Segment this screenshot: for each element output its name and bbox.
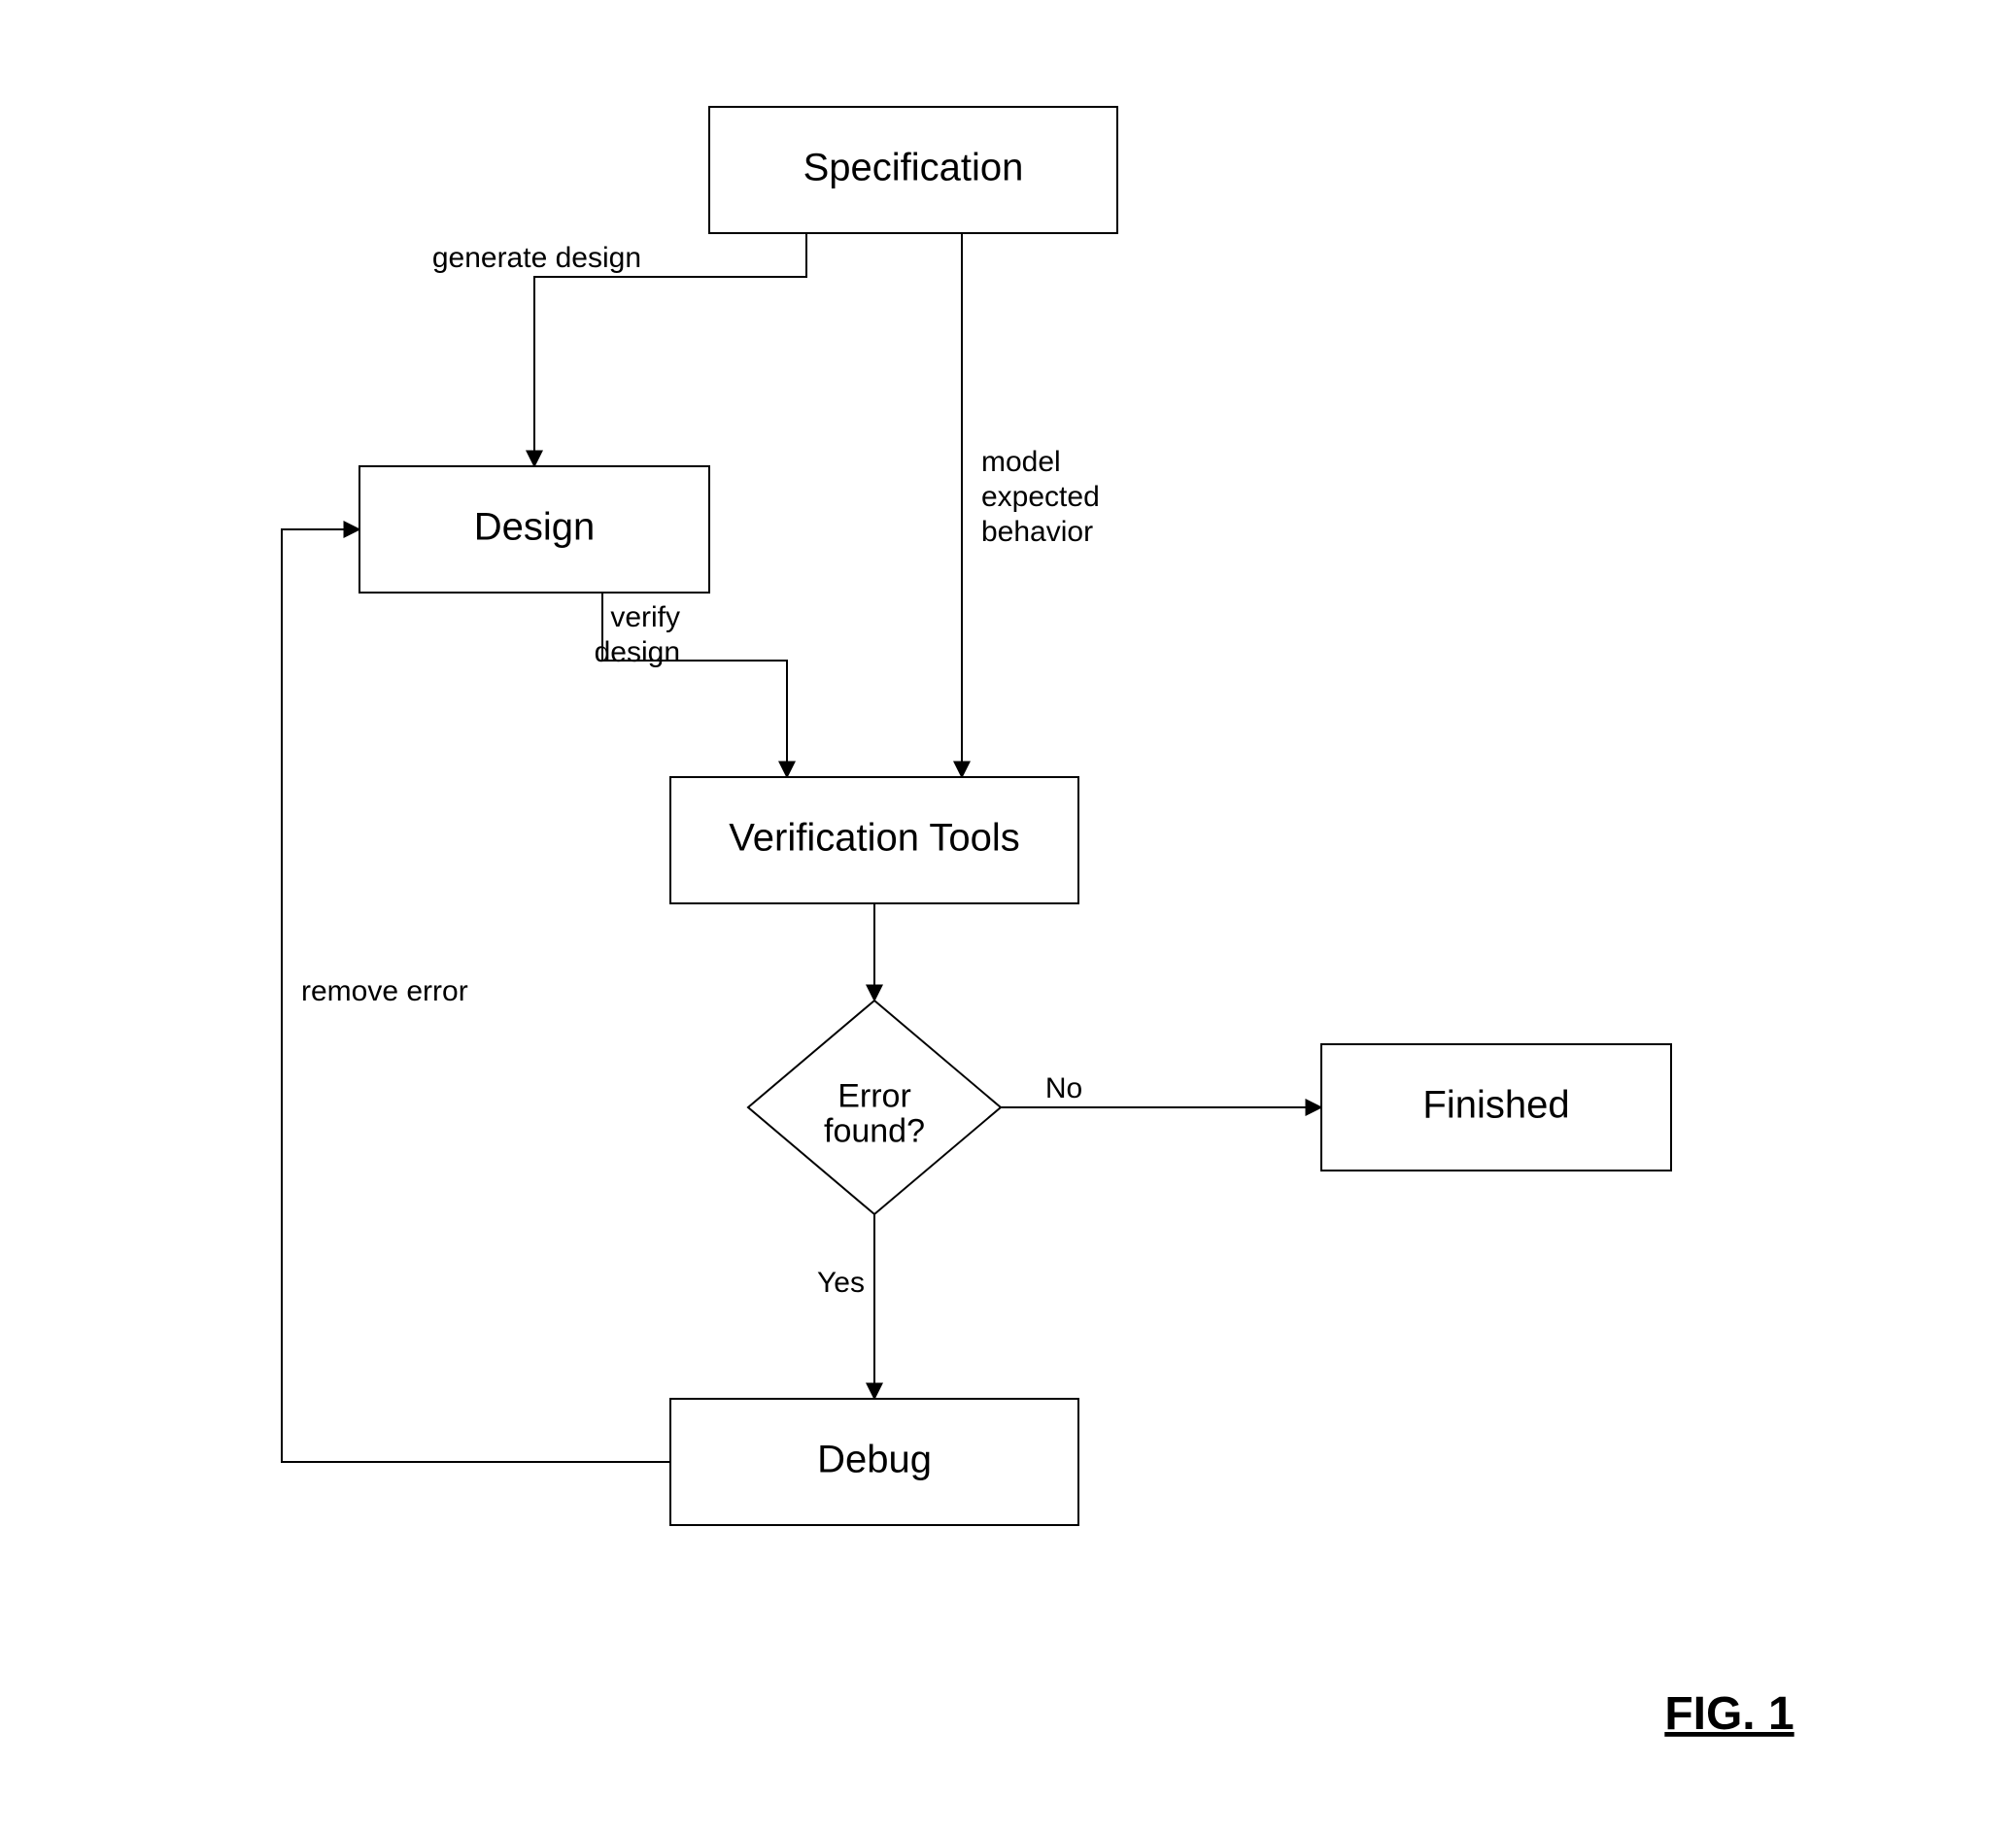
edge-label-e1: generate design	[432, 242, 641, 274]
node-label-design: Design	[474, 506, 596, 549]
edge-label-e2: modelexpectedbehavior	[981, 446, 1100, 548]
node-label-debug: Debug	[817, 1439, 932, 1481]
edge-label-e3: verifydesign	[595, 601, 680, 668]
figure-label: FIG. 1	[1664, 1688, 1794, 1740]
node-label-verif: Verification Tools	[729, 817, 1019, 860]
edge-label-e6: Yes	[817, 1267, 865, 1299]
flowchart-canvas: generate design modelexpectedbehavior veri…	[0, 0, 2016, 1833]
edge-label-e5: No	[1045, 1072, 1082, 1104]
edge-label-e7: remove error	[301, 975, 468, 1007]
nodes-layer: Specification Design Verification Tools Err…	[359, 107, 1671, 1525]
node-label-spec: Specification	[803, 147, 1024, 189]
node-label-finished: Finished	[1422, 1084, 1569, 1127]
node-label-error: Errorfound?	[824, 1078, 925, 1150]
